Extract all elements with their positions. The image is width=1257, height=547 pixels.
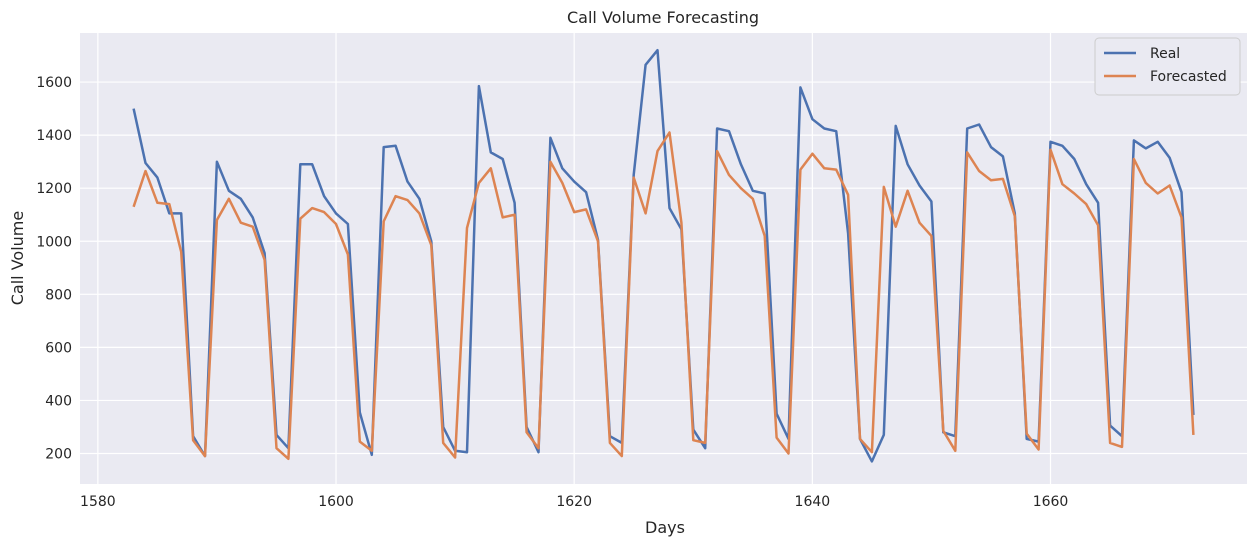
x-tick-label: 1620 bbox=[556, 494, 592, 510]
legend-label-real: Real bbox=[1150, 46, 1180, 62]
y-tick-label: 1400 bbox=[36, 128, 72, 144]
chart-title: Call Volume Forecasting bbox=[567, 8, 759, 27]
x-axis-label: Days bbox=[645, 518, 685, 537]
x-tick-label: 1660 bbox=[1033, 494, 1069, 510]
y-tick-label: 1600 bbox=[36, 75, 72, 91]
legend: Real Forecasted bbox=[1094, 37, 1241, 96]
y-tick-label: 1200 bbox=[36, 181, 72, 197]
legend-label-forecasted: Forecasted bbox=[1150, 69, 1227, 85]
series-line-forecasted bbox=[132, 131, 1195, 461]
series-lines bbox=[132, 48, 1195, 463]
y-tick-label: 1000 bbox=[36, 234, 72, 250]
y-tick-label: 400 bbox=[45, 393, 72, 409]
y-tick-label: 200 bbox=[45, 446, 72, 462]
tick-labels: 1580 1600 1620 1640 1660 200 400 600 800 1000 1200… bbox=[36, 75, 1068, 510]
x-tick-label: 1640 bbox=[795, 494, 831, 510]
plot-background bbox=[80, 33, 1247, 484]
y-tick-label: 600 bbox=[45, 340, 72, 356]
y-tick-label: 800 bbox=[45, 287, 72, 303]
x-tick-label: 1600 bbox=[318, 494, 354, 510]
y-axis-label: Call Volume bbox=[8, 211, 27, 305]
x-tick-label: 1580 bbox=[80, 494, 116, 510]
